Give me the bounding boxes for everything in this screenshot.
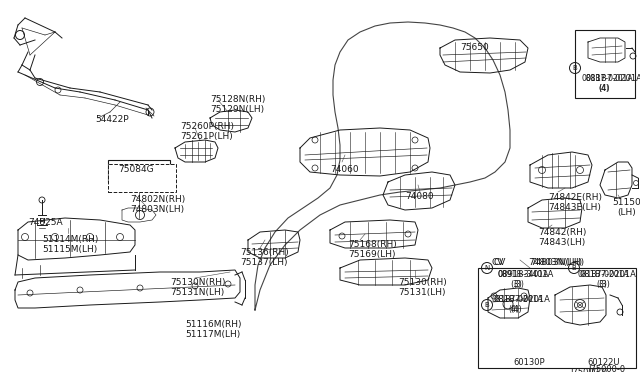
Text: (4): (4) (598, 84, 610, 93)
Text: (LH): (LH) (617, 208, 636, 217)
Text: 74825A: 74825A (28, 218, 63, 227)
Text: 74843(LH): 74843(LH) (538, 238, 585, 247)
Bar (108, 164, 176, 192)
Text: B: B (484, 302, 490, 308)
Text: 75128N(RH): 75128N(RH) (210, 95, 266, 104)
Text: 51115M(LH): 51115M(LH) (42, 245, 97, 254)
Text: 74842E(RH): 74842E(RH) (548, 193, 602, 202)
Text: N: N (484, 265, 490, 271)
Text: 74803N(LH): 74803N(LH) (130, 205, 184, 214)
Text: 75130(RH): 75130(RH) (398, 278, 447, 287)
Bar (478, 268, 636, 368)
Text: 081B7-0201A: 081B7-0201A (585, 74, 640, 83)
Text: 51116M(RH): 51116M(RH) (185, 320, 241, 329)
Bar (108, 160, 170, 182)
Text: J75000-0: J75000-0 (570, 368, 607, 372)
Text: (3): (3) (598, 280, 610, 289)
Text: B: B (572, 265, 577, 271)
Text: (4): (4) (510, 305, 522, 314)
Text: 081B7-0201A: 081B7-0201A (492, 295, 543, 304)
Text: 75129N(LH): 75129N(LH) (210, 105, 264, 114)
Text: 75650: 75650 (460, 43, 489, 52)
Bar (575, 30, 635, 98)
Text: 75169(LH): 75169(LH) (348, 250, 396, 259)
Text: 74843E(LH): 74843E(LH) (548, 203, 601, 212)
Text: 08918-3401A: 08918-3401A (497, 270, 548, 279)
Text: 75261P(LH): 75261P(LH) (180, 132, 233, 141)
Text: 51117M(LH): 51117M(LH) (185, 330, 240, 339)
Text: 75168(RH): 75168(RH) (348, 240, 397, 249)
Text: (3): (3) (513, 280, 524, 289)
Text: 081B7-0201A: 081B7-0201A (581, 74, 632, 83)
Text: 75260P(RH): 75260P(RH) (180, 122, 234, 131)
Text: 75131(LH): 75131(LH) (398, 288, 445, 297)
Text: 74803N(LH): 74803N(LH) (528, 258, 582, 267)
Text: (4): (4) (508, 305, 519, 314)
Text: (4): (4) (598, 84, 609, 93)
Text: 75137(LH): 75137(LH) (240, 258, 287, 267)
Text: 74802N(RH): 74802N(RH) (130, 195, 185, 204)
Text: 75131N(LH): 75131N(LH) (170, 288, 224, 297)
Text: (3): (3) (596, 280, 607, 289)
Text: B: B (573, 65, 577, 71)
Text: J75000-0: J75000-0 (588, 365, 625, 372)
Text: 74803N(LH): 74803N(LH) (530, 258, 584, 267)
Text: 75130N(RH): 75130N(RH) (170, 278, 225, 287)
Text: (3): (3) (510, 280, 522, 289)
Text: 51114M(RH): 51114M(RH) (42, 235, 99, 244)
Text: CV: CV (493, 258, 506, 267)
Text: 60122U: 60122U (587, 358, 620, 367)
Text: 081B7-0201A: 081B7-0201A (577, 270, 628, 279)
Text: 081B7-0201A: 081B7-0201A (494, 295, 551, 304)
Text: 081B7-0201A: 081B7-0201A (580, 270, 637, 279)
Text: 08918-3401A: 08918-3401A (498, 270, 554, 279)
Text: 51150: 51150 (612, 198, 640, 207)
Text: 74842(RH): 74842(RH) (538, 228, 586, 237)
Text: 75136(RH): 75136(RH) (240, 248, 289, 257)
Text: 75084G: 75084G (118, 165, 154, 174)
Text: 60130P: 60130P (513, 358, 545, 367)
Text: 74060: 74060 (330, 165, 358, 174)
Text: 54422P: 54422P (95, 115, 129, 124)
Text: CV: CV (492, 258, 504, 267)
Text: 74080: 74080 (405, 192, 434, 201)
